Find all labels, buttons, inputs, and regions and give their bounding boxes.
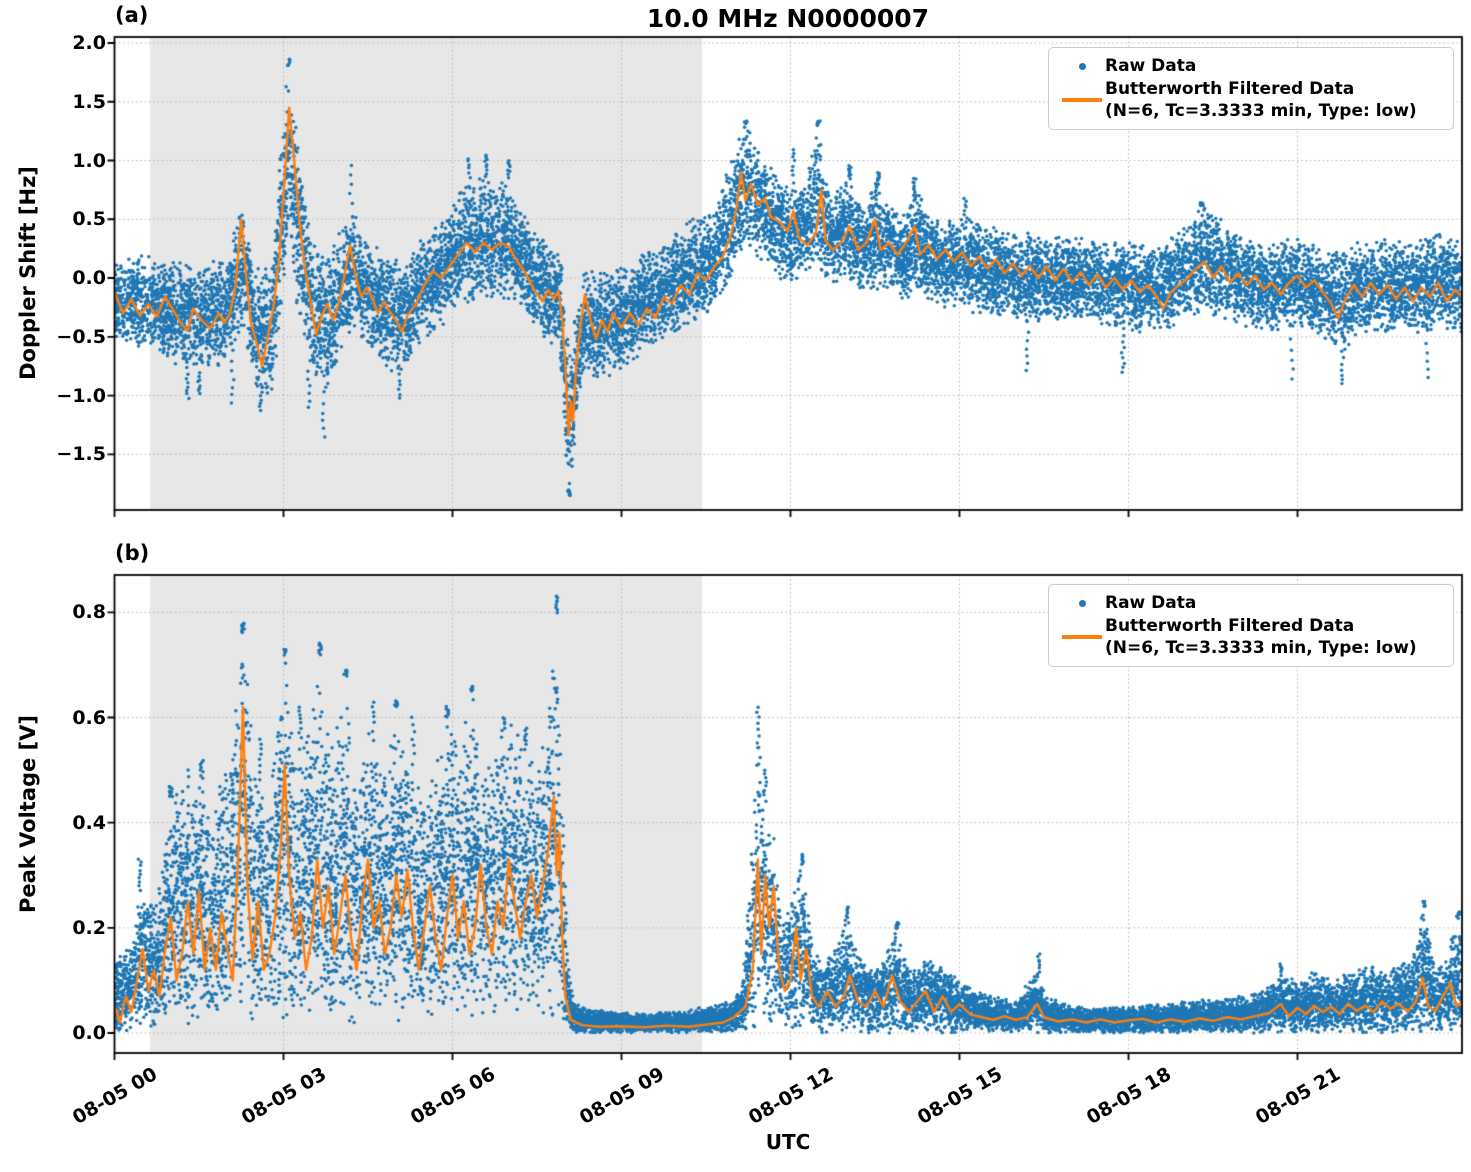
legend-raw-label: Raw Data bbox=[1105, 593, 1197, 613]
legend-filtered-label-line2: (N=6, Tc=3.3333 min, Type: low) bbox=[1105, 638, 1417, 658]
y-tick-label: −1.0 bbox=[56, 384, 106, 407]
legend-raw-label: Raw Data bbox=[1105, 56, 1197, 76]
y-tick-label: 0.8 bbox=[72, 601, 106, 624]
y-tick-label: 0.0 bbox=[72, 267, 106, 290]
legend-entry-filtered: Butterworth Filtered Data (N=6, Tc=3.333… bbox=[1059, 78, 1443, 122]
y-axis-label-doppler: Doppler Shift [Hz] bbox=[16, 166, 40, 380]
y-tick-label: 2.0 bbox=[72, 31, 106, 54]
filtered-line-marker-icon bbox=[1059, 635, 1105, 639]
legend-entry-filtered: Butterworth Filtered Data (N=6, Tc=3.333… bbox=[1059, 615, 1443, 659]
y-axis-label-voltage: Peak Voltage [V] bbox=[16, 714, 40, 914]
y-tick-label: 0.6 bbox=[72, 706, 106, 729]
legend-filtered-label: Butterworth Filtered Data (N=6, Tc=3.333… bbox=[1105, 615, 1417, 659]
legend-filtered-label-line2: (N=6, Tc=3.3333 min, Type: low) bbox=[1105, 101, 1417, 121]
panel-label-a: (a) bbox=[115, 3, 149, 27]
y-tick-label: 0.4 bbox=[72, 811, 106, 834]
y-tick-label: 1.5 bbox=[72, 90, 106, 113]
y-tick-label: 0.2 bbox=[72, 916, 106, 939]
legend-entry-raw: Raw Data bbox=[1059, 592, 1443, 614]
legend-filtered-label: Butterworth Filtered Data (N=6, Tc=3.333… bbox=[1105, 78, 1417, 122]
panel-label-b: (b) bbox=[115, 541, 150, 565]
y-tick-label: 0.5 bbox=[72, 208, 106, 231]
legend-panel-b: Raw Data Butterworth Filtered Data (N=6,… bbox=[1048, 584, 1454, 667]
y-tick-label: −1.5 bbox=[56, 443, 106, 466]
legend-filtered-label-line1: Butterworth Filtered Data bbox=[1105, 616, 1355, 636]
y-tick-label: 1.0 bbox=[72, 149, 106, 172]
figure-title: 10.0 MHz N0000007 bbox=[646, 4, 930, 33]
filtered-line-marker-icon bbox=[1059, 98, 1105, 102]
raw-data-marker-icon bbox=[1059, 599, 1105, 607]
legend-filtered-label-line1: Butterworth Filtered Data bbox=[1105, 79, 1355, 99]
legend-panel-a: Raw Data Butterworth Filtered Data (N=6,… bbox=[1048, 47, 1454, 130]
y-tick-label: 0.0 bbox=[72, 1022, 106, 1045]
x-axis-label: UTC bbox=[765, 1130, 811, 1154]
raw-data-marker-icon bbox=[1059, 62, 1105, 70]
legend-entry-raw: Raw Data bbox=[1059, 55, 1443, 77]
y-tick-label: −0.5 bbox=[56, 325, 106, 348]
